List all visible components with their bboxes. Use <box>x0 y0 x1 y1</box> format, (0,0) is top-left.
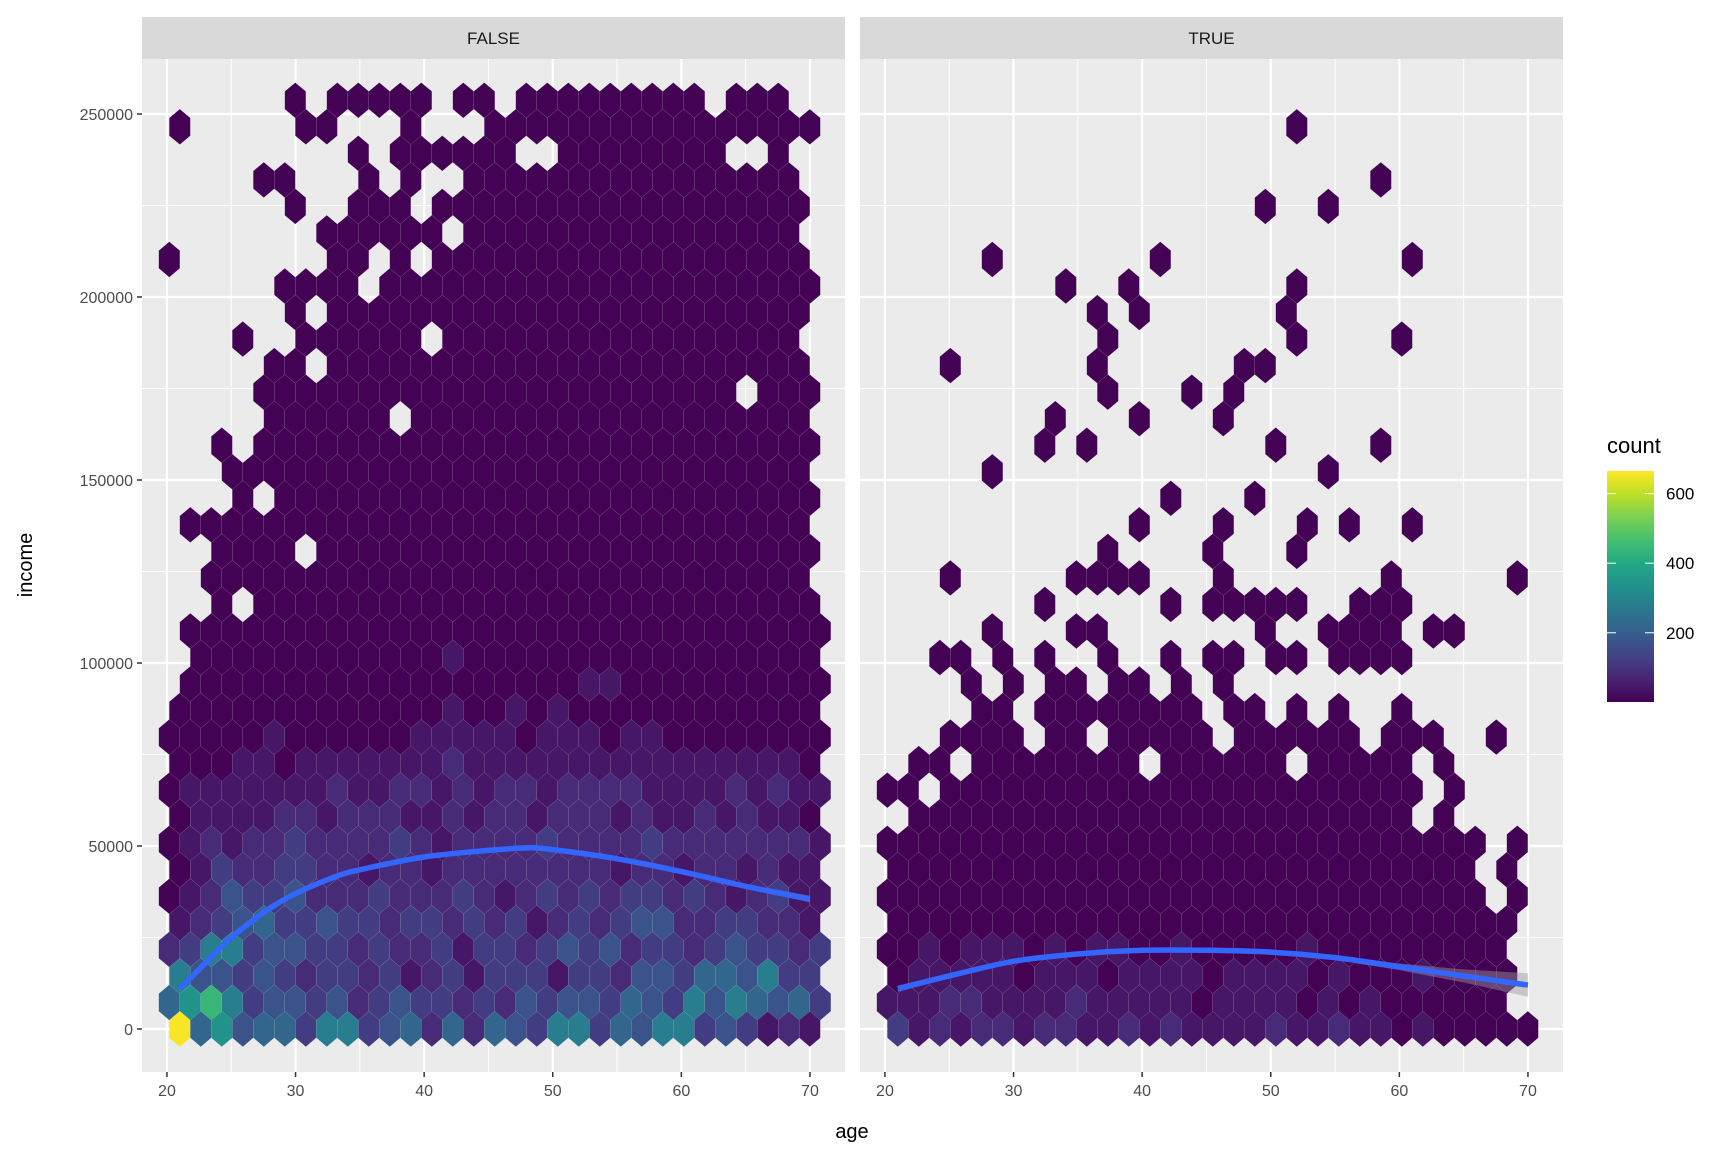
y-tick-label: 0 <box>124 1022 133 1039</box>
x-tick-label: 60 <box>672 1083 690 1100</box>
legend-tick-label: 200 <box>1666 624 1694 643</box>
x-tick-label: 30 <box>1005 1083 1023 1100</box>
hex-bin <box>1181 374 1203 411</box>
y-tick-label: 250000 <box>80 107 133 124</box>
x-tick-label: 50 <box>544 1083 562 1100</box>
hex-bin <box>1506 559 1529 596</box>
hex-bin <box>939 347 962 384</box>
x-tick-label: 40 <box>1133 1083 1151 1100</box>
x-tick-label: 30 <box>287 1083 305 1100</box>
hex-bin <box>1097 374 1119 411</box>
hex-bin <box>1244 480 1266 517</box>
facet-strip <box>860 17 1563 59</box>
color-legend: count 200 400 600 <box>1607 433 1694 702</box>
hex-bin <box>981 241 1004 278</box>
x-tick-label: 40 <box>415 1083 433 1100</box>
hex-bin <box>1286 533 1308 570</box>
hex-bins <box>158 82 832 1048</box>
x-tick-label: 70 <box>801 1083 819 1100</box>
y-axis-title: income <box>15 533 37 597</box>
hex-bin <box>799 1010 821 1048</box>
hex-bin <box>1034 586 1056 623</box>
hex-bin <box>1254 188 1277 225</box>
x-axis-title: age <box>835 1121 868 1143</box>
hex-bin <box>1128 559 1151 596</box>
hex-bin <box>1517 1010 1539 1048</box>
hex-bin <box>1370 161 1392 198</box>
x-tick-label: 70 <box>1519 1083 1537 1100</box>
hex-bin <box>1076 427 1098 464</box>
hex-bin <box>169 108 191 145</box>
hex-bin <box>1254 347 1277 384</box>
hex-bin <box>1160 586 1182 623</box>
hex-bin <box>158 241 181 278</box>
y-tick-label: 150000 <box>80 473 133 490</box>
hex-bin <box>1401 241 1424 278</box>
smooth-trend-line <box>897 947 1529 992</box>
smooth-trend-line <box>177 845 811 991</box>
hex-bin <box>1338 506 1361 543</box>
y-tick-label: 100000 <box>80 656 133 673</box>
hex-bin <box>1391 321 1413 358</box>
facet-strip-label: TRUE <box>1188 29 1234 48</box>
hex-bin <box>284 188 307 225</box>
hex-bin <box>1286 586 1308 623</box>
facet-panel-true: TRUE <box>860 17 1563 1072</box>
x-tick-label: 20 <box>876 1083 894 1100</box>
hex-bin <box>1128 400 1151 437</box>
hex-bin <box>1265 427 1287 464</box>
hex-bin <box>1160 480 1182 517</box>
hex-bin <box>1370 427 1392 464</box>
x-tick-label: 50 <box>1262 1083 1280 1100</box>
hex-bin <box>316 108 338 145</box>
y-tick-label: 50000 <box>89 839 134 856</box>
hex-bin <box>1212 400 1235 437</box>
legend-tick-label: 400 <box>1666 554 1694 573</box>
legend-tick-label: 600 <box>1666 485 1694 504</box>
hex-bin <box>981 453 1004 490</box>
hex-bin <box>232 321 254 358</box>
hex-bin <box>1485 719 1508 756</box>
hex-bin <box>1034 427 1056 464</box>
legend-title: count <box>1607 433 1661 458</box>
hex-bin <box>799 108 821 145</box>
hex-bin <box>1286 108 1308 145</box>
facet-strip-label: FALSE <box>467 29 520 48</box>
hex-bin <box>1391 639 1413 676</box>
x-tick-label: 60 <box>1390 1083 1408 1100</box>
facet-panel-false: FALSE <box>142 17 845 1072</box>
y-tick-label: 200000 <box>80 290 133 307</box>
hex-bin <box>1286 639 1308 676</box>
hex-bin <box>1128 294 1151 331</box>
hex-bin <box>1055 267 1077 305</box>
facet-strip <box>142 17 845 59</box>
hex-bin <box>1443 612 1466 650</box>
hex-bin <box>1286 321 1308 358</box>
hex-bin <box>1128 506 1151 543</box>
hex-bin <box>1401 506 1424 543</box>
x-tick-label: 20 <box>158 1083 176 1100</box>
hex-bin <box>1149 241 1172 278</box>
hex-bins <box>876 108 1539 1048</box>
hex-bin <box>1317 453 1340 490</box>
hex-bin <box>939 559 962 596</box>
legend-colorbar <box>1607 471 1654 702</box>
hex-bin <box>1317 188 1340 225</box>
